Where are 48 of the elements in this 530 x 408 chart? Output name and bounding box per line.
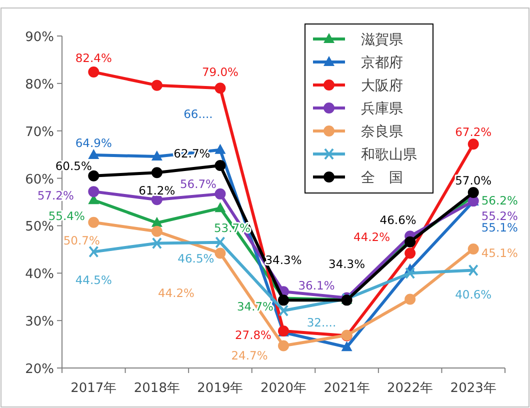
- data-label: 44.2%: [158, 286, 195, 300]
- data-label: 79.0%: [202, 65, 239, 80]
- data-label: 82.4%: [75, 51, 112, 66]
- legend-label: 大阪府: [361, 78, 403, 94]
- data-label: 46.6%: [380, 212, 416, 227]
- data-label: 34.3%: [265, 253, 302, 268]
- data-label: 55.1%: [481, 220, 518, 235]
- x-tick-label: 2018年: [134, 381, 180, 396]
- legend-label: 兵庫県: [361, 101, 403, 117]
- data-label: 60.5%: [55, 158, 92, 173]
- legend-label: 和歌山県: [361, 147, 417, 163]
- x-tick-label: 2022年: [387, 381, 434, 396]
- x-tick-label: 2020年: [260, 381, 307, 396]
- y-tick-label: 40%: [25, 267, 54, 282]
- y-tick-label: 80%: [25, 77, 54, 92]
- x-tick-label: 2023年: [450, 381, 496, 396]
- legend-label: 奈良県: [361, 124, 403, 140]
- data-label: 44.5%: [75, 272, 112, 287]
- x-tick-label: 2019年: [197, 381, 244, 396]
- data-label: 45.1%: [481, 246, 518, 260]
- data-label: 64.9%: [75, 136, 112, 150]
- data-label: 32....: [306, 316, 336, 330]
- y-tick-label: 30%: [25, 314, 54, 330]
- data-label: 44.2%: [354, 230, 390, 244]
- data-label: 36.1%: [298, 278, 335, 293]
- data-label: 61.2%: [138, 184, 176, 198]
- legend-label: 滋賀県: [361, 32, 403, 48]
- y-tick-label: 90%: [25, 30, 54, 45]
- y-tick-label: 20%: [25, 362, 54, 377]
- data-label: 57.0%: [455, 174, 492, 188]
- data-label: 27.8%: [234, 328, 272, 342]
- data-label: 56.7%: [180, 176, 217, 191]
- data-label: 56.2%: [481, 193, 518, 208]
- data-label: 67.2%: [455, 125, 492, 140]
- y-tick-label: 50%: [25, 220, 54, 235]
- x-tick-label: 2021年: [324, 381, 370, 396]
- legend-label: 京都府: [361, 55, 403, 71]
- data-label: 40.6%: [455, 287, 492, 302]
- data-label: 46.5%: [178, 251, 214, 266]
- x-tick-label: 2017年: [70, 381, 117, 396]
- data-label: 55.2%: [481, 209, 518, 224]
- y-tick-label: 70%: [25, 124, 54, 140]
- y-tick-label: 60%: [25, 172, 54, 188]
- data-label: 50.7%: [63, 233, 100, 248]
- data-label: 34.3%: [328, 257, 366, 272]
- legend-label: 全 国: [361, 170, 403, 186]
- data-label: 66....: [184, 106, 213, 121]
- data-label: 24.7%: [231, 348, 268, 363]
